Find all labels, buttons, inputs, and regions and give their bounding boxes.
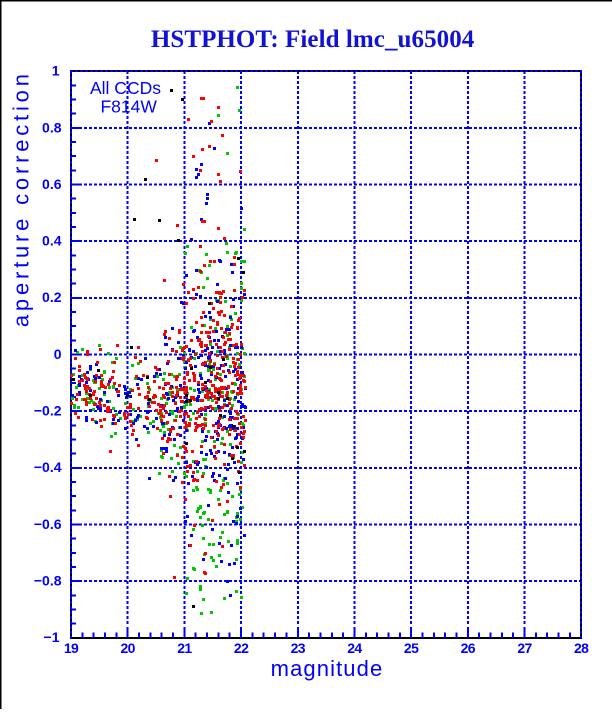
- svg-text:−0.6: −0.6: [34, 516, 62, 532]
- svg-text:21: 21: [177, 640, 192, 656]
- svg-text:28: 28: [574, 640, 589, 656]
- svg-text:−0.4: −0.4: [34, 459, 62, 475]
- svg-text:−1: −1: [44, 629, 60, 645]
- svg-text:HSTPHOT: Field lmc_u65004: HSTPHOT: Field lmc_u65004: [151, 26, 475, 53]
- svg-text:0.2: 0.2: [42, 289, 62, 305]
- svg-text:F814W: F814W: [100, 97, 157, 117]
- svg-text:25: 25: [404, 640, 419, 656]
- svg-text:magnitude: magnitude: [271, 656, 384, 681]
- svg-text:20: 20: [121, 640, 136, 656]
- svg-text:26: 26: [461, 640, 476, 656]
- svg-text:All CCDs: All CCDs: [90, 78, 161, 98]
- svg-text:23: 23: [291, 640, 306, 656]
- svg-text:24: 24: [347, 640, 362, 656]
- svg-text:0.8: 0.8: [42, 119, 62, 135]
- svg-text:1: 1: [52, 63, 60, 79]
- svg-text:0.4: 0.4: [42, 233, 62, 249]
- svg-text:27: 27: [517, 640, 532, 656]
- svg-text:−0.2: −0.2: [34, 403, 62, 419]
- svg-text:0: 0: [54, 346, 62, 362]
- svg-text:aperture correction: aperture correction: [9, 70, 34, 327]
- svg-text:19: 19: [64, 640, 79, 656]
- svg-text:22: 22: [234, 640, 249, 656]
- svg-text:−0.8: −0.8: [34, 573, 62, 589]
- svg-text:0.6: 0.6: [42, 176, 62, 192]
